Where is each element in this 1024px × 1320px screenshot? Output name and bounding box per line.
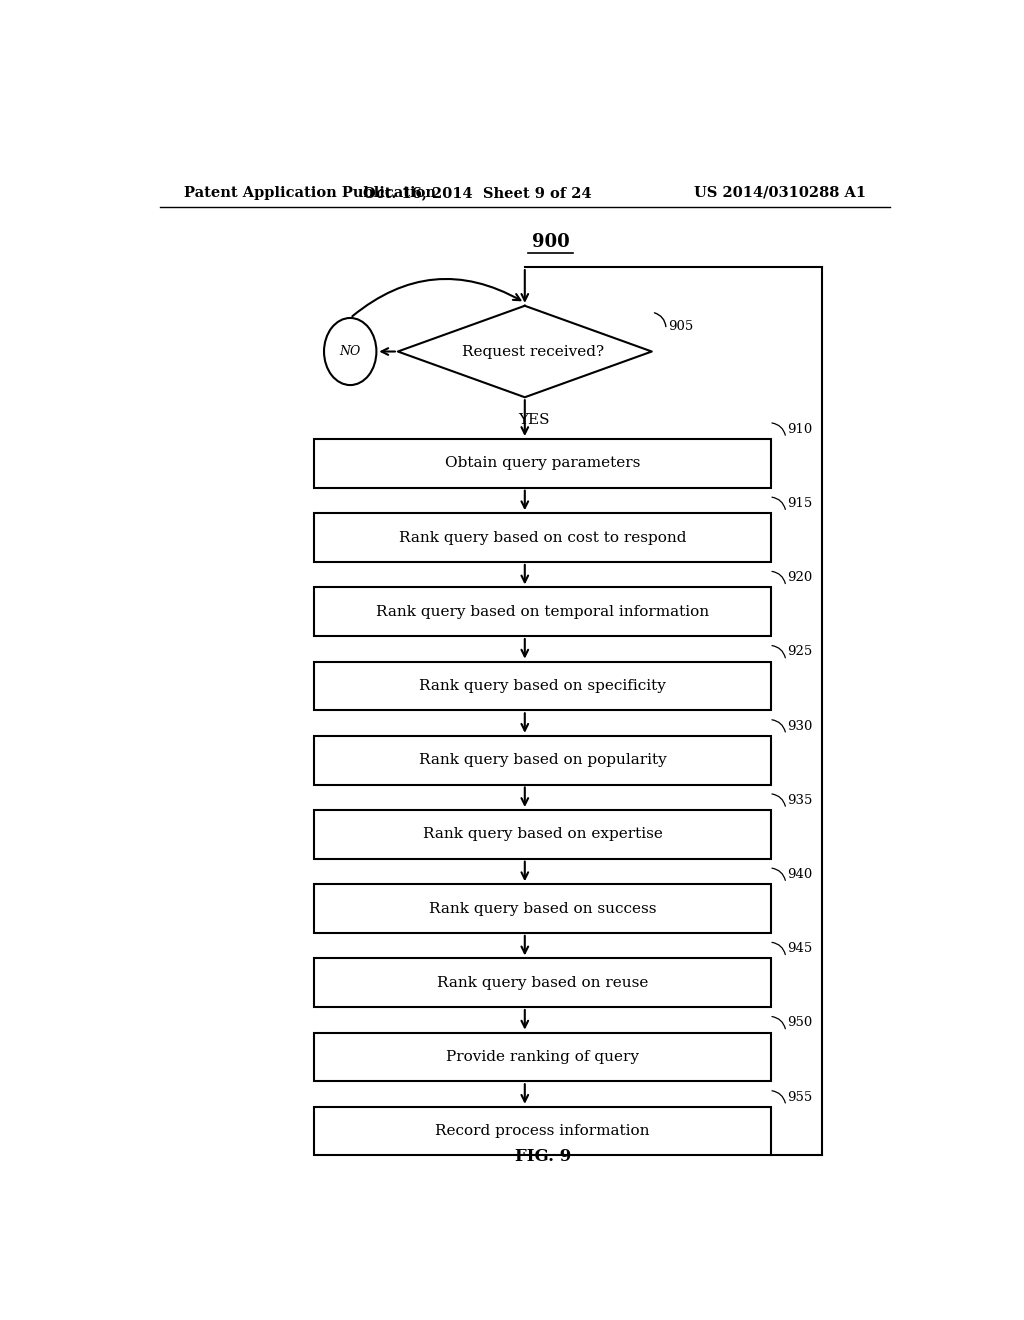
Text: Rank query based on expertise: Rank query based on expertise	[423, 828, 663, 841]
Text: 920: 920	[787, 572, 813, 585]
Text: Request received?: Request received?	[462, 345, 604, 359]
Text: Rank query based on popularity: Rank query based on popularity	[419, 754, 667, 767]
Text: Patent Application Publication: Patent Application Publication	[183, 186, 435, 199]
Text: 910: 910	[787, 422, 813, 436]
FancyBboxPatch shape	[314, 810, 771, 859]
Text: US 2014/0310288 A1: US 2014/0310288 A1	[694, 186, 866, 199]
Text: NO: NO	[340, 345, 360, 358]
Text: 900: 900	[531, 232, 569, 251]
Text: 945: 945	[787, 942, 813, 956]
Text: YES: YES	[518, 413, 550, 426]
FancyBboxPatch shape	[314, 1032, 771, 1081]
Text: Record process information: Record process information	[435, 1125, 650, 1138]
Text: 905: 905	[668, 319, 693, 333]
FancyBboxPatch shape	[314, 440, 771, 487]
Text: 955: 955	[787, 1090, 813, 1104]
Text: 925: 925	[787, 645, 813, 659]
FancyBboxPatch shape	[314, 661, 771, 710]
Text: 930: 930	[787, 719, 813, 733]
FancyBboxPatch shape	[314, 735, 771, 784]
Text: 940: 940	[787, 869, 813, 880]
FancyBboxPatch shape	[314, 1106, 771, 1155]
Text: Rank query based on reuse: Rank query based on reuse	[437, 975, 648, 990]
Text: Oct. 16, 2014  Sheet 9 of 24: Oct. 16, 2014 Sheet 9 of 24	[362, 186, 592, 199]
Text: Rank query based on success: Rank query based on success	[429, 902, 656, 916]
Text: Provide ranking of query: Provide ranking of query	[446, 1049, 639, 1064]
FancyBboxPatch shape	[314, 958, 771, 1007]
Text: 915: 915	[787, 498, 813, 510]
Text: 935: 935	[787, 793, 813, 807]
FancyBboxPatch shape	[314, 587, 771, 636]
Text: Rank query based on temporal information: Rank query based on temporal information	[376, 605, 710, 619]
FancyBboxPatch shape	[314, 513, 771, 562]
Text: Rank query based on specificity: Rank query based on specificity	[419, 678, 666, 693]
FancyBboxPatch shape	[314, 884, 771, 933]
Text: Rank query based on cost to respond: Rank query based on cost to respond	[399, 531, 686, 545]
Text: FIG. 9: FIG. 9	[514, 1148, 570, 1166]
Text: 950: 950	[787, 1016, 813, 1030]
Text: Obtain query parameters: Obtain query parameters	[445, 457, 640, 470]
